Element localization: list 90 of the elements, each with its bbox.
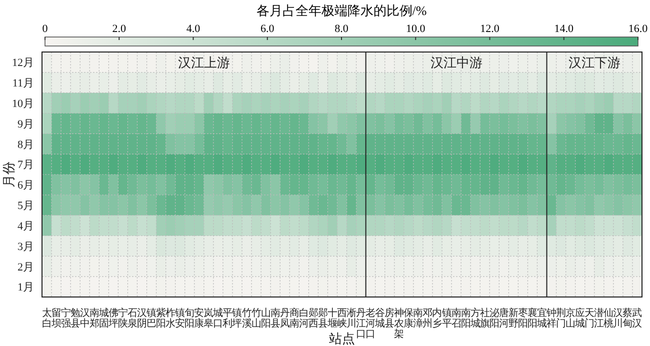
x-tick-label: 潜江: [594, 307, 604, 330]
x-tick-label: 钟祥: [546, 307, 557, 330]
x-tick-label: 竹溪: [242, 307, 252, 330]
color-bar-label: 12.0: [480, 23, 500, 35]
x-axis-title: 站点: [329, 331, 355, 346]
x-tick-label: 郧西: [308, 308, 318, 330]
x-tick-label: 宁陕: [118, 307, 128, 330]
y-tick-label: 2月: [18, 261, 34, 274]
x-tick-label: 南漳: [413, 307, 424, 330]
x-tick-label: 泌阳: [489, 307, 500, 330]
x-tick-label: 白河: [298, 307, 309, 330]
x-tick-label: 老河口: [366, 307, 376, 340]
y-tick-label: 5月: [18, 200, 34, 212]
x-tick-label: 西峡: [337, 308, 347, 330]
x-tick-label: 仙桃: [604, 308, 614, 330]
x-tick-label: 镇巴: [146, 307, 157, 330]
x-tick-label: 留坝: [50, 307, 62, 330]
x-tick-label: 十堰: [326, 307, 338, 330]
color-bar-title: 各月占全年极端降水的比例/%: [256, 3, 427, 18]
annotation: 汉江中游: [430, 55, 482, 70]
x-tick-label: 谷城: [374, 307, 386, 330]
y-tick-label: 11月: [12, 78, 34, 90]
color-bar-label: 2.0: [112, 23, 126, 35]
x-tick-label: 房县: [384, 307, 395, 330]
x-tick-label: 淅川: [346, 307, 357, 330]
x-tick-label: 镇安: [174, 307, 186, 330]
x-tick-label: 郧县: [318, 308, 328, 330]
x-tick-label: 唐河: [498, 307, 509, 330]
color-bar-label: 14.0: [554, 23, 574, 35]
color-bar-label: 10.0: [406, 23, 426, 35]
x-tick-label: 荆门: [556, 307, 566, 330]
x-tick-label: 柞水: [166, 307, 176, 330]
x-tick-label: 京山: [566, 307, 576, 330]
x-tick-label: 宁强: [60, 307, 71, 330]
color-bar-label: 0: [42, 23, 48, 35]
y-tick-label: 7月: [18, 159, 34, 172]
y-tick-label: 12月: [12, 57, 34, 70]
x-tick-label: 邓州: [422, 308, 433, 330]
x-tick-label: 汉阴: [137, 307, 147, 330]
x-tick-label: 蔡甸: [622, 307, 633, 330]
color-bar-label: 6.0: [260, 23, 275, 35]
x-tick-label: 佛坪: [107, 308, 118, 330]
x-tick-label: 镇坪: [231, 307, 242, 330]
y-tick-label: 4月: [18, 220, 34, 232]
x-tick-label: 山阳: [260, 307, 271, 330]
x-tick-label: 南郑: [89, 307, 100, 330]
x-tick-label: 商南: [289, 307, 300, 330]
x-tick-label: 神农架: [394, 307, 404, 340]
x-tick-label: 应城: [574, 307, 586, 330]
y-tick-label: 3月: [18, 240, 34, 253]
x-tick-label: 襄阳: [527, 307, 538, 330]
y-tick-label: 8月: [18, 138, 34, 151]
x-tick-label: 城口: [212, 307, 224, 330]
annotation: 汉江上游: [178, 55, 230, 70]
x-tick-label: 社旗: [480, 307, 490, 330]
x-tick-label: 平利: [222, 308, 233, 330]
x-tick-label: 岚皋: [204, 307, 214, 330]
x-tick-label: 宜城: [536, 307, 547, 330]
x-tick-label: 汉中: [80, 307, 90, 330]
y-tick-label: 6月: [18, 180, 34, 192]
x-tick-label: 内乡: [432, 307, 442, 330]
x-tick-label: 石泉: [127, 308, 138, 330]
x-tick-label: 旬阳: [184, 307, 195, 330]
y-tick-label: 1月: [18, 282, 34, 294]
x-tick-label: 枣阳: [518, 307, 528, 330]
y-tick-label: 10月: [12, 98, 34, 110]
x-tick-label: 南阳: [460, 307, 471, 330]
x-tick-label: 安康: [194, 307, 204, 330]
x-tick-label: 方城: [469, 307, 480, 330]
x-tick-label: 紫阳: [156, 307, 166, 330]
color-bar-label: 16.0: [628, 23, 648, 35]
color-bar-label: 4.0: [186, 23, 201, 35]
x-tick-label: 南召: [451, 307, 462, 330]
x-tick-label: 汉川: [613, 307, 624, 330]
annotation: 汉江下游: [568, 55, 620, 70]
x-tick-label: 武汉: [632, 307, 642, 330]
y-tick-label: 9月: [18, 118, 34, 130]
x-tick-label: 镇平: [440, 307, 452, 330]
x-tick-label: 新野: [508, 307, 518, 330]
x-tick-label: 太白: [42, 307, 52, 330]
x-tick-label: 保康: [404, 308, 414, 330]
x-tick-label: 勉县: [70, 307, 80, 330]
y-axis-title: 月份: [1, 162, 16, 188]
x-tick-label: 丹凤: [280, 308, 290, 330]
x-tick-label: 天门: [584, 308, 595, 330]
x-tick-label: 南县: [270, 307, 280, 330]
x-tick-label: 竹山: [251, 307, 262, 330]
x-tick-label: 丹江口: [356, 308, 366, 340]
color-bar-label: 8.0: [334, 23, 349, 35]
x-tick-label: 城固: [98, 307, 109, 330]
